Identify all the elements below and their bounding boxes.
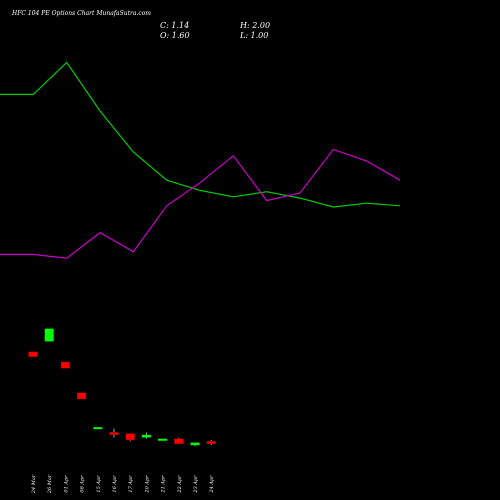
x-tick-label: 08 Apr <box>80 475 86 493</box>
candle-body <box>141 434 151 438</box>
candle-body <box>76 392 87 400</box>
candle-16-apr <box>109 428 119 438</box>
candle-01-apr <box>60 361 71 369</box>
candle-body <box>60 361 71 369</box>
candle-23-apr <box>190 442 200 447</box>
open-value: O: 1.60 <box>160 31 190 40</box>
x-tick-label: 23 Apr <box>193 475 199 494</box>
x-tick-label: 16 Apr <box>112 475 118 493</box>
close-value: C: 1.14 <box>160 21 190 30</box>
candle-body <box>28 351 38 358</box>
candle-body <box>44 328 54 342</box>
candle-body <box>125 433 135 441</box>
candle-body <box>93 427 103 430</box>
low-value: L: 1.00 <box>240 31 269 40</box>
candle-body <box>158 438 168 441</box>
candle-body <box>206 441 216 445</box>
x-tick-label: 22 Apr <box>177 475 183 494</box>
x-tick-label: 01 Apr <box>63 475 69 493</box>
indicator-lines-layer <box>0 61 401 259</box>
x-tick-label: 20 Apr <box>144 475 150 494</box>
candle-24-apr <box>206 440 216 446</box>
candle-24-mar <box>28 351 38 358</box>
indicator-line-magenta <box>0 148 401 259</box>
x-tick-label: 17 Apr <box>128 475 134 493</box>
x-tick-label: 24 Mar <box>31 474 37 494</box>
candle-body <box>174 438 184 445</box>
x-tick-label: 26 Mar <box>47 474 53 494</box>
candle-08-apr <box>76 392 87 400</box>
candle-20-apr <box>141 432 151 439</box>
candle-15-apr <box>93 427 103 430</box>
high-value: H: 2.00 <box>240 21 271 30</box>
candle-body <box>190 442 200 446</box>
x-tick-label: 21 Apr <box>161 475 167 494</box>
candle-17-apr <box>125 433 135 442</box>
x-tick-label: 15 Apr <box>96 475 102 493</box>
candle-body <box>109 432 119 436</box>
x-axis-labels: 24 Mar 26 Mar 01 Apr 08 Apr 15 Apr 16 Apr 17 A… <box>31 474 215 494</box>
candles-layer <box>28 328 216 447</box>
candle-22-apr <box>174 437 184 445</box>
x-tick-label: 24 Apr <box>209 475 215 494</box>
chart-title: HFC 104 PE Options Chart MunafaSutra.com <box>12 10 151 17</box>
indicator-line-green <box>0 61 401 208</box>
candle-21-apr <box>158 438 168 441</box>
candle-26-mar <box>44 328 54 342</box>
